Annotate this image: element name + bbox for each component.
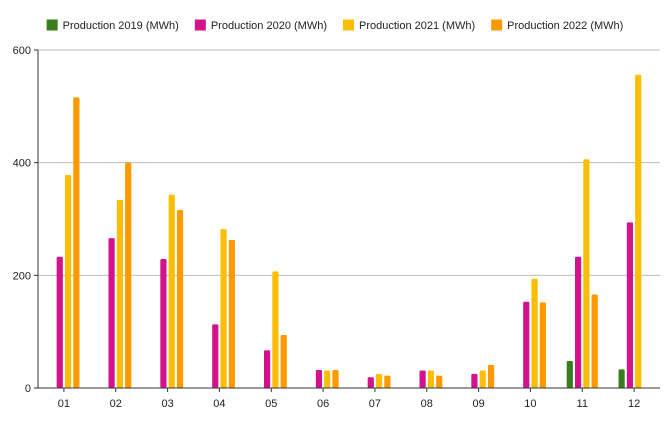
bar bbox=[228, 239, 235, 388]
legend-item[interactable]: Production 2021 (MWh) bbox=[343, 19, 475, 33]
bar bbox=[116, 199, 123, 388]
legend-label: Production 2022 (MWh) bbox=[507, 20, 623, 32]
y-tick-label: 200 bbox=[13, 270, 31, 282]
bar bbox=[108, 238, 115, 388]
x-tick-label: 10 bbox=[524, 398, 536, 410]
x-tick-label: 11 bbox=[577, 398, 588, 410]
legend-swatch bbox=[343, 19, 354, 31]
legend-item[interactable]: Production 2022 (MWh) bbox=[491, 19, 623, 33]
x-tick-label: 06 bbox=[317, 398, 329, 410]
bar bbox=[531, 278, 538, 388]
y-tick-label: 600 bbox=[13, 45, 31, 57]
bar bbox=[471, 373, 478, 388]
legend-item[interactable]: Production 2020 (MWh) bbox=[194, 19, 327, 33]
bar bbox=[324, 370, 331, 388]
bar bbox=[419, 370, 426, 388]
bar bbox=[583, 159, 590, 388]
bars bbox=[56, 74, 642, 388]
bar bbox=[618, 369, 625, 388]
legend-label: Production 2019 (MWh) bbox=[63, 20, 179, 32]
x-tick-label: 05 bbox=[265, 398, 277, 410]
bar bbox=[479, 370, 486, 388]
bar bbox=[272, 271, 279, 388]
bar bbox=[367, 377, 374, 388]
legend-swatch bbox=[491, 19, 503, 31]
bar bbox=[160, 259, 167, 388]
legend-label: Production 2020 (MWh) bbox=[211, 20, 327, 32]
bar bbox=[635, 74, 642, 388]
legend-swatch bbox=[194, 19, 206, 31]
gridlines bbox=[38, 49, 660, 276]
bar bbox=[315, 369, 323, 388]
legend-item[interactable]: Production 2019 (MWh) bbox=[46, 19, 179, 33]
bar bbox=[487, 364, 495, 388]
bar bbox=[566, 360, 573, 388]
y-tick-label: 0 bbox=[25, 383, 31, 395]
bar bbox=[575, 256, 582, 388]
axes: 0 200 400 600 01 02 03 04 05 06 07 08 09 10 11 12 bbox=[13, 45, 660, 410]
bar bbox=[427, 370, 434, 388]
x-tick-label: 07 bbox=[369, 398, 381, 410]
bar bbox=[280, 335, 287, 388]
bar bbox=[332, 369, 339, 388]
bar bbox=[375, 373, 383, 388]
x-tick-label: 09 bbox=[472, 398, 484, 410]
bar bbox=[626, 222, 634, 388]
x-tick-label: 03 bbox=[161, 398, 173, 410]
bar bbox=[264, 350, 271, 388]
bar bbox=[56, 256, 63, 388]
legend-label: Production 2021 (MWh) bbox=[359, 20, 475, 32]
bar bbox=[436, 375, 443, 388]
x-tick-label: 12 bbox=[628, 398, 640, 410]
bar bbox=[384, 375, 391, 388]
bar bbox=[64, 175, 72, 388]
x-tick-label: 01 bbox=[58, 398, 70, 410]
bar bbox=[539, 302, 546, 388]
legend-swatch bbox=[46, 19, 58, 31]
bar bbox=[220, 229, 227, 388]
legend: Production 2019 (MWh) Production 2020 (MW… bbox=[46, 19, 623, 33]
x-tick-label: 08 bbox=[421, 398, 433, 410]
y-tick-label: 400 bbox=[13, 158, 31, 170]
bar bbox=[591, 294, 598, 388]
x-tick-label: 02 bbox=[110, 398, 122, 410]
bar bbox=[523, 301, 530, 388]
bar bbox=[73, 97, 80, 388]
x-tick-label: 04 bbox=[213, 398, 225, 410]
bar bbox=[125, 162, 132, 388]
bar bbox=[212, 324, 219, 388]
bar bbox=[168, 194, 175, 388]
bar bbox=[176, 209, 184, 388]
